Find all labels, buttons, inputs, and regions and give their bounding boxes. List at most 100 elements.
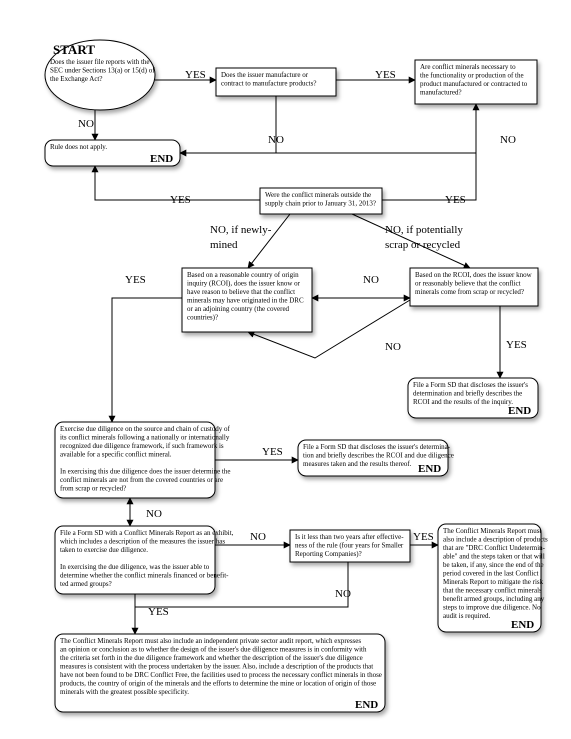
node-line: available for a specific conflict minera…	[60, 451, 172, 459]
node-line: products, the country of origin of the m…	[60, 680, 376, 688]
flowchart: STARTDoes the issuer file reports with t…	[0, 0, 571, 739]
node-line: The Conflict Minerals Report must	[443, 527, 541, 535]
end-label: END	[355, 699, 378, 711]
label-yes2: YES	[375, 69, 396, 81]
label-no1: NO	[78, 118, 94, 130]
node-prior: Were the conflict minerals outside thesu…	[260, 188, 382, 214]
node-line: File a Form SD that discloses the issuer…	[413, 381, 528, 389]
node-line: steps to improve due diligence. No	[443, 604, 541, 612]
end-label: END	[511, 619, 534, 631]
node-line: measures is consistent with the process …	[60, 663, 373, 671]
node-line: have not been found to be DRC Conflict F…	[60, 671, 382, 679]
node-dd: Exercise due diligence on the source and…	[55, 422, 231, 498]
node-line: File a Form SD that discloses the issuer…	[303, 443, 451, 451]
label-yes4: YES	[445, 194, 466, 206]
node-two: Is it less than two years after effectiv…	[290, 530, 410, 562]
label-yes8: YES	[413, 531, 434, 543]
label-no3: NO	[500, 134, 516, 146]
node-line: an opinion or conclusion as to whether t…	[60, 646, 367, 654]
node-line: the Exchange Act?	[50, 75, 102, 83]
node-line: Are conflict minerals necessary to	[420, 63, 516, 71]
label-mine: NO, if newly-	[210, 224, 272, 236]
node-line: or reasonably believe that the conflict	[415, 280, 521, 288]
node-line: that are "DRC Conflict Undetermin-	[443, 544, 546, 552]
label-no5: NO	[385, 341, 401, 353]
label-no4: NO	[363, 274, 379, 286]
node-line: audit is required.	[443, 612, 490, 620]
label-yes3: YES	[170, 194, 191, 206]
node-cmr: File a Form SD with a Conflict Minerals …	[55, 526, 234, 594]
node-start: STARTDoes the issuer file reports with t…	[45, 40, 155, 110]
node-rule: Rule does not apply. END	[45, 140, 180, 166]
node-rcoi: Based on a reasonable country of origini…	[182, 268, 312, 332]
node-line: the criteria set forth in the due dilige…	[60, 654, 363, 662]
node-title: START	[53, 42, 95, 57]
label-no6: NO	[146, 508, 162, 520]
label-no2: NO	[268, 134, 284, 146]
node-line: or an adjoining country (the covered	[187, 305, 290, 313]
node-line: from scrap or recycled?	[60, 485, 126, 493]
node-line: recognized due diligence framework, if s…	[60, 442, 224, 450]
node-line: which includes a description of the meas…	[60, 538, 225, 546]
node-line: determine whether the conflict minerals …	[60, 572, 229, 580]
node-line: SEC under Sections 13(a) or 15(d) of	[50, 67, 155, 75]
node-scrap: Based on the RCOI, does the issuer knowo…	[410, 268, 538, 306]
node-line: supply chain prior to January 31, 2013?	[265, 200, 376, 208]
node-line: Exercise due diligence on the source and…	[60, 425, 231, 433]
node-line: also include a description of products	[443, 536, 548, 544]
node-line: able" and the steps taken or that will	[443, 553, 545, 561]
node-line: In exercising this due diligence does th…	[60, 468, 230, 476]
node-line: countries)?	[187, 314, 218, 322]
node-line: ted armed groups?	[60, 580, 112, 588]
node-line: measures taken and the results thereof.	[303, 460, 412, 468]
node-undet: The Conflict Minerals Report mustalso in…	[438, 524, 548, 632]
node-line: Does the issuer manufacture or	[221, 71, 309, 79]
edge-7	[248, 214, 290, 268]
label-no7: NO	[250, 531, 266, 543]
end-label: END	[508, 405, 531, 417]
node-line: contract to manufacture products?	[221, 80, 316, 88]
node-line: minerals come from scrap or recycled?	[415, 288, 524, 296]
node-mfr: Does the issuer manufacture orcontract t…	[216, 68, 336, 96]
node-line: determination and briefly describes the	[413, 390, 522, 398]
label-yes6: YES	[506, 339, 527, 351]
node-line: Reporting Companies)?	[295, 550, 362, 558]
node-line: period covered in the last Conflict	[443, 570, 538, 578]
node-nec: Are conflict minerals necessary tothe fu…	[415, 60, 537, 104]
node-line: the functionality or production of the	[420, 72, 524, 80]
label-rec: NO, if potentially	[385, 224, 463, 236]
label-no8: NO	[335, 588, 351, 600]
node-audit: The Conflict Minerals Report must also i…	[55, 634, 385, 712]
node-line: The Conflict Minerals Report must also i…	[60, 637, 361, 645]
label-yes9: YES	[148, 606, 169, 618]
node-sd2: File a Form SD that discloses the issuer…	[298, 440, 454, 476]
node-line: that the necessary conflict minerals	[443, 587, 542, 595]
node-line: minerals may have originated in the DRC	[187, 297, 304, 305]
node-line: manufactured?	[420, 89, 462, 97]
node-line: Rule does not apply.	[50, 143, 107, 151]
edge-9	[112, 298, 182, 422]
node-line: File a Form SD with a Conflict Minerals …	[60, 529, 234, 537]
node-line: ness of the rule (four years for Smaller	[295, 542, 404, 550]
label-rec2: scrap or recycled	[385, 239, 461, 251]
node-line: In exercising the due diligence, was the…	[60, 563, 210, 571]
node-line: be taken, if any, since the end of the	[443, 561, 544, 569]
end-label: END	[150, 153, 173, 165]
label-yes5: YES	[125, 274, 146, 286]
end-label: END	[418, 463, 441, 475]
node-line: its conflict minerals following a nation…	[60, 434, 230, 442]
node-line: product manufactured or contracted to	[420, 80, 528, 88]
node-line: Based on a reasonable country of origin	[187, 271, 299, 279]
node-line: RCOI and the results of the inquiry.	[413, 398, 513, 406]
label-yes1: YES	[185, 69, 206, 81]
node-line: Were the conflict minerals outside the	[265, 191, 371, 199]
edge-4	[180, 104, 476, 153]
node-line: Based on the RCOI, does the issuer know	[415, 271, 533, 279]
node-line: tion and briefly describes the RCOI and …	[303, 452, 454, 460]
node-sd1: File a Form SD that discloses the issuer…	[408, 378, 538, 418]
node-line: benefit armed groups, including any	[443, 595, 545, 603]
edge-3	[180, 96, 276, 153]
label-yes7: YES	[262, 446, 283, 458]
node-line: Is it less than two years after effectiv…	[295, 533, 404, 541]
node-line: minerals with the greatest possible spec…	[60, 688, 189, 696]
